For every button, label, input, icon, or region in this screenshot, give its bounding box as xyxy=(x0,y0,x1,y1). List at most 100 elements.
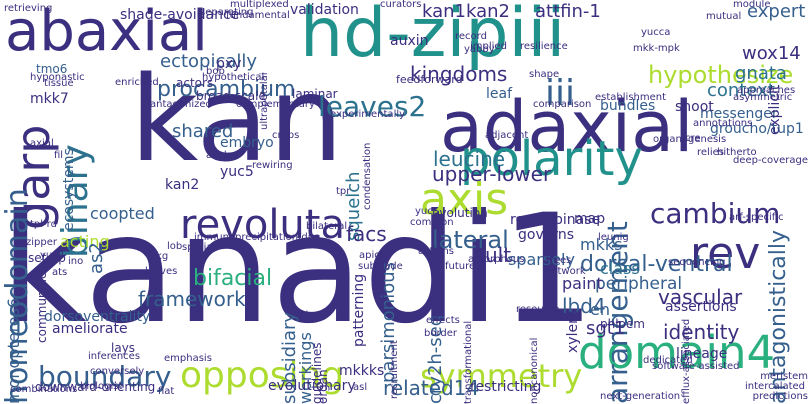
word-shoot: shoot xyxy=(675,99,714,115)
word-experimentally: experimentally xyxy=(330,109,406,120)
word-annotations: annotations xyxy=(693,118,753,129)
word-hypothesize: hypothesize xyxy=(648,61,794,89)
word-abaxial: abaxial xyxy=(5,0,208,64)
word-amorphous: amorphous xyxy=(468,254,525,265)
word-yucca: yucca xyxy=(641,27,671,38)
word-antagonized: antagonized xyxy=(150,99,212,110)
word-embryo: embryo xyxy=(220,135,274,151)
word-ecosystems: ecosystems xyxy=(61,148,77,232)
word-shade-avoidance: shade-avoidance xyxy=(120,7,240,23)
word-restricting: restricting xyxy=(470,379,542,395)
word-groucho-tup1: groucho/tup1 xyxy=(710,121,804,137)
word-yuc2: yuc2 xyxy=(40,250,65,261)
word-cre: cre xyxy=(685,133,701,144)
word-relies: relies xyxy=(697,147,724,158)
word-phloem: phloem xyxy=(600,317,645,331)
word-communities: communities xyxy=(35,265,49,343)
word-yabby: yabby xyxy=(464,44,495,55)
word-leaves2: leaves2 xyxy=(318,90,427,123)
word-iii: iii xyxy=(545,73,576,114)
word-shared: shared xyxy=(172,121,234,142)
word-software-assisted: software-assisted xyxy=(652,361,740,372)
word-deep-coverage: deep-coverage xyxy=(732,155,808,166)
word-tmo6: tmo6 xyxy=(36,62,68,76)
word-bilateral: bilateral xyxy=(306,221,348,232)
word-map: map xyxy=(574,211,606,227)
word-axial: axial xyxy=(30,138,54,149)
word-meristem: meristem xyxy=(760,371,808,382)
word-pxy: pxy xyxy=(216,56,242,72)
word-dorsal-ventral: dorsal-ventral xyxy=(580,252,733,277)
word-kingdoms: kingdoms xyxy=(410,62,508,86)
word-recombinase: recombinase xyxy=(510,212,601,228)
word-leaves: leaves xyxy=(145,266,178,277)
word-apical: apical xyxy=(359,250,389,261)
word-domain4: domain4 xyxy=(578,326,776,379)
word-context: context xyxy=(707,80,775,101)
word-downward-orienting: downward-orienting xyxy=(35,380,156,394)
word-yuc: yuc xyxy=(415,206,433,217)
word-lbd4: lbd4 xyxy=(562,294,606,318)
word-recruitment: recruitment xyxy=(389,339,400,399)
word-network: network xyxy=(545,266,586,277)
word-mkk-mpk: mkk-mpk xyxy=(633,43,680,54)
word-immunoprecipitation-dna: immunoprecipitation/dna xyxy=(194,232,321,243)
word-flat: flat xyxy=(158,386,175,397)
word-lays: lays xyxy=(111,341,136,355)
word-leaf: leaf xyxy=(486,86,513,102)
word-adaxial: adaxial xyxy=(440,86,694,168)
word-polarity: polarity xyxy=(460,131,643,187)
word-opposing: opposing xyxy=(180,355,345,396)
word-establishment: establishment xyxy=(595,92,667,103)
word-noncanonical: noncanonical xyxy=(529,337,540,404)
word-lateral: lateral xyxy=(432,226,509,254)
word-hypothetical: hypothetical xyxy=(202,72,265,83)
word-coopted: coopted xyxy=(90,204,155,223)
word-kan: kan xyxy=(130,50,344,188)
word-mkk7: mkk7 xyxy=(30,91,69,107)
word-curators: curators xyxy=(380,0,422,10)
word-trkg: trkg xyxy=(148,251,169,262)
word-tpr: tpr xyxy=(336,186,351,197)
word-bifacial: bifacial xyxy=(193,266,273,291)
word-enriched: enriched xyxy=(115,77,159,88)
word-asymmetric: asymmetric xyxy=(733,92,793,103)
word-border: border xyxy=(424,328,458,339)
word-procambium: procambium xyxy=(157,77,296,102)
word-tpl-rd: tpl-rd xyxy=(30,219,57,230)
word-governs: governs xyxy=(518,227,575,243)
word-expert: expert xyxy=(747,1,806,22)
word-kan2: kan2 xyxy=(165,177,200,193)
word-adjacent: adjacent xyxy=(485,130,529,141)
word-mkks: mkks xyxy=(580,235,623,254)
word-effects: effects xyxy=(426,315,460,326)
word-rewiring: rewiring xyxy=(252,160,293,171)
word-zipper: zipper xyxy=(26,237,57,248)
word-symmetry: symmetry xyxy=(420,357,583,395)
word-patterning: patterning xyxy=(351,274,367,348)
word-complementary: complementary xyxy=(236,99,315,110)
word-gnata: gnata xyxy=(735,63,787,84)
word-en: en xyxy=(590,300,610,319)
word-claw: claw xyxy=(300,310,323,321)
word-sequencing: sequencing xyxy=(668,257,726,268)
word-vascular: vascular xyxy=(658,285,743,309)
word-resilience: resilience xyxy=(520,41,568,52)
word-comparison: comparison xyxy=(533,99,592,110)
word-kanadi1: kanadi1 xyxy=(0,183,596,357)
word-upper-lower: upper-lower xyxy=(432,162,552,186)
word-emphasis: emphasis xyxy=(164,353,212,364)
word-combinations: combinations xyxy=(10,384,78,395)
word-wox14: wox14 xyxy=(742,43,801,64)
word-asl: asl xyxy=(353,382,368,393)
word-bop: bop xyxy=(206,66,225,77)
word-ameliorate: ameliorate xyxy=(52,321,128,337)
word-separating: separating xyxy=(200,7,254,18)
word-fundamental: fundamental xyxy=(226,10,290,21)
word-multiplexed: multiplexed xyxy=(230,0,289,10)
word-module: module xyxy=(733,0,771,10)
word-facs: facs xyxy=(346,222,387,246)
word-actors: actors xyxy=(176,76,214,90)
word-spatial: spatial xyxy=(182,242,216,253)
